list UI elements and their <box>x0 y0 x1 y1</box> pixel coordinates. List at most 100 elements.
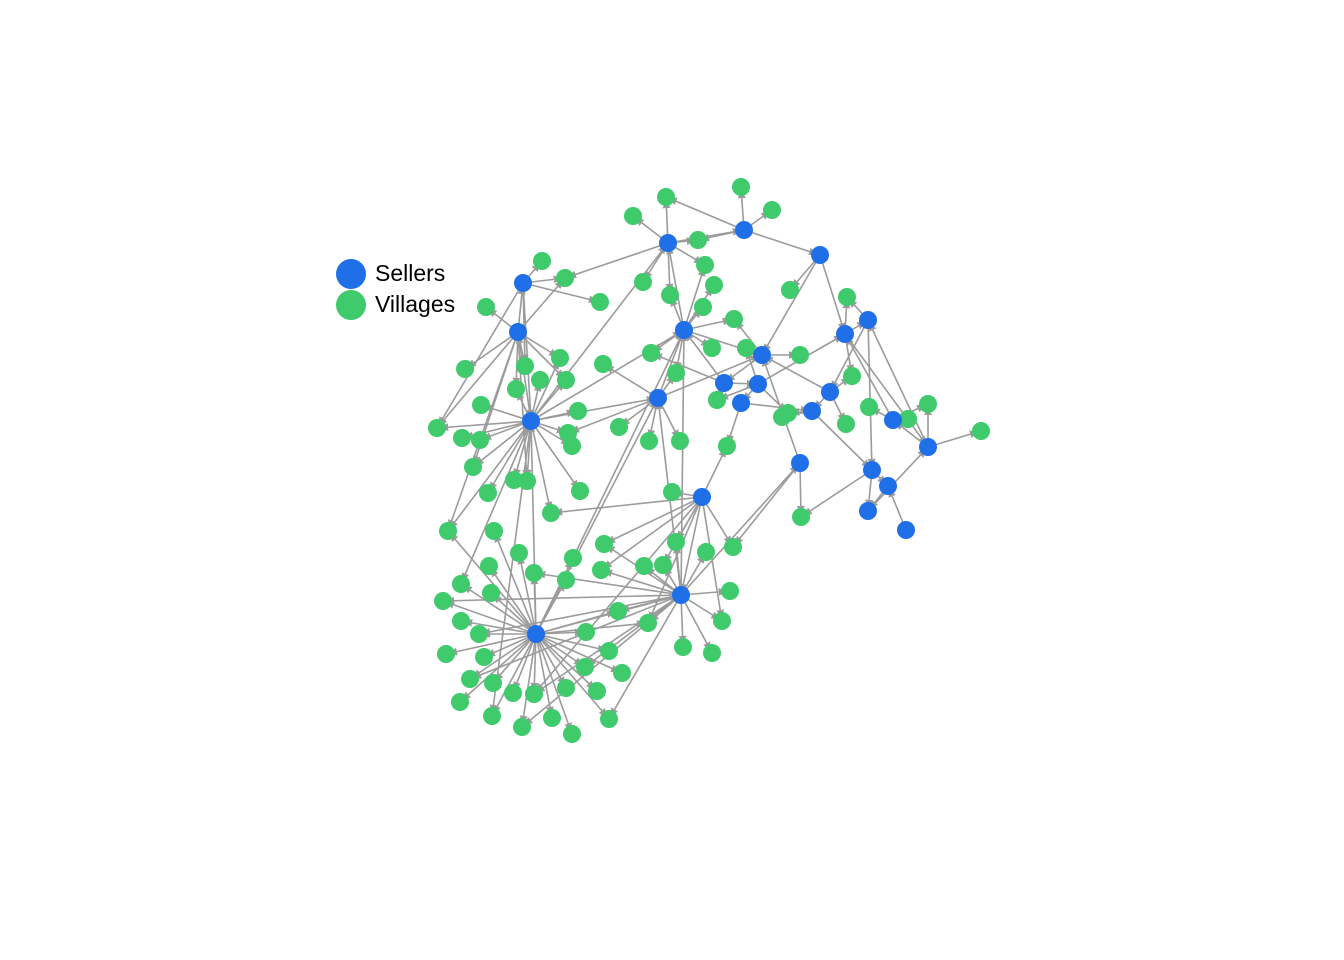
village-node[interactable] <box>482 584 500 602</box>
seller-node[interactable] <box>522 412 540 430</box>
village-node[interactable] <box>505 471 523 489</box>
village-node[interactable] <box>452 575 470 593</box>
seller-node[interactable] <box>732 394 750 412</box>
seller-node[interactable] <box>859 502 877 520</box>
village-node[interactable] <box>452 612 470 630</box>
seller-node[interactable] <box>659 234 677 252</box>
village-node[interactable] <box>564 549 582 567</box>
seller-node[interactable] <box>735 221 753 239</box>
village-node[interactable] <box>779 404 797 422</box>
village-node[interactable] <box>791 346 809 364</box>
village-node[interactable] <box>461 670 479 688</box>
seller-node[interactable] <box>749 375 767 393</box>
village-node[interactable] <box>428 419 446 437</box>
village-node[interactable] <box>504 684 522 702</box>
seller-node[interactable] <box>884 411 902 429</box>
village-node[interactable] <box>477 298 495 316</box>
village-node[interactable] <box>437 645 455 663</box>
village-node[interactable] <box>600 642 618 660</box>
village-node[interactable] <box>703 339 721 357</box>
village-node[interactable] <box>671 432 689 450</box>
village-node[interactable] <box>484 674 502 692</box>
village-node[interactable] <box>434 592 452 610</box>
village-node[interactable] <box>613 664 631 682</box>
village-node[interactable] <box>480 557 498 575</box>
village-node[interactable] <box>475 648 493 666</box>
village-node[interactable] <box>972 422 990 440</box>
seller-node[interactable] <box>791 454 809 472</box>
seller-node[interactable] <box>675 321 693 339</box>
village-node[interactable] <box>563 725 581 743</box>
village-node[interactable] <box>576 658 594 676</box>
seller-node[interactable] <box>514 274 532 292</box>
village-node[interactable] <box>694 298 712 316</box>
village-node[interactable] <box>860 398 878 416</box>
village-node[interactable] <box>525 564 543 582</box>
village-node[interactable] <box>610 418 628 436</box>
village-node[interactable] <box>697 543 715 561</box>
village-node[interactable] <box>724 538 742 556</box>
seller-node[interactable] <box>803 402 821 420</box>
village-node[interactable] <box>595 535 613 553</box>
village-node[interactable] <box>557 679 575 697</box>
village-node[interactable] <box>843 367 861 385</box>
seller-node[interactable] <box>672 586 690 604</box>
village-node[interactable] <box>640 432 658 450</box>
village-node[interactable] <box>483 707 501 725</box>
seller-node[interactable] <box>897 521 915 539</box>
village-node[interactable] <box>456 360 474 378</box>
village-node[interactable] <box>556 269 574 287</box>
village-node[interactable] <box>667 364 685 382</box>
village-node[interactable] <box>507 380 525 398</box>
seller-node[interactable] <box>527 625 545 643</box>
village-node[interactable] <box>635 557 653 575</box>
village-node[interactable] <box>781 281 799 299</box>
village-node[interactable] <box>471 431 489 449</box>
village-node[interactable] <box>642 344 660 362</box>
village-node[interactable] <box>542 504 560 522</box>
village-node[interactable] <box>657 188 675 206</box>
village-node[interactable] <box>592 561 610 579</box>
village-node[interactable] <box>439 522 457 540</box>
village-node[interactable] <box>543 709 561 727</box>
village-node[interactable] <box>531 371 549 389</box>
seller-node[interactable] <box>509 323 527 341</box>
seller-node[interactable] <box>859 311 877 329</box>
village-node[interactable] <box>837 415 855 433</box>
village-node[interactable] <box>453 429 471 447</box>
village-node[interactable] <box>663 483 681 501</box>
village-node[interactable] <box>661 286 679 304</box>
village-node[interactable] <box>713 612 731 630</box>
village-node[interactable] <box>696 256 714 274</box>
village-node[interactable] <box>577 623 595 641</box>
seller-node[interactable] <box>753 346 771 364</box>
village-node[interactable] <box>899 410 917 428</box>
village-node[interactable] <box>737 339 755 357</box>
village-node[interactable] <box>533 252 551 270</box>
village-node[interactable] <box>563 437 581 455</box>
seller-node[interactable] <box>693 488 711 506</box>
village-node[interactable] <box>594 355 612 373</box>
village-node[interactable] <box>732 178 750 196</box>
seller-node[interactable] <box>821 383 839 401</box>
seller-node[interactable] <box>863 461 881 479</box>
village-node[interactable] <box>689 231 707 249</box>
village-node[interactable] <box>674 638 692 656</box>
seller-node[interactable] <box>811 246 829 264</box>
village-node[interactable] <box>518 472 536 490</box>
village-node[interactable] <box>557 571 575 589</box>
village-node[interactable] <box>464 458 482 476</box>
village-node[interactable] <box>516 357 534 375</box>
village-node[interactable] <box>654 556 672 574</box>
village-node[interactable] <box>721 582 739 600</box>
village-node[interactable] <box>725 310 743 328</box>
village-node[interactable] <box>718 437 736 455</box>
seller-node[interactable] <box>649 389 667 407</box>
village-node[interactable] <box>588 682 606 700</box>
village-node[interactable] <box>451 693 469 711</box>
village-node[interactable] <box>551 349 569 367</box>
seller-node[interactable] <box>919 438 937 456</box>
village-node[interactable] <box>510 544 528 562</box>
village-node[interactable] <box>513 718 531 736</box>
village-node[interactable] <box>525 685 543 703</box>
